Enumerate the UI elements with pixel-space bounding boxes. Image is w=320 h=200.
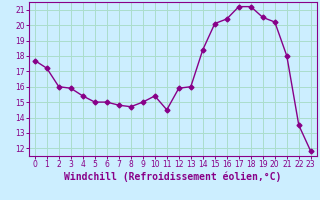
X-axis label: Windchill (Refroidissement éolien,°C): Windchill (Refroidissement éolien,°C) bbox=[64, 172, 282, 182]
